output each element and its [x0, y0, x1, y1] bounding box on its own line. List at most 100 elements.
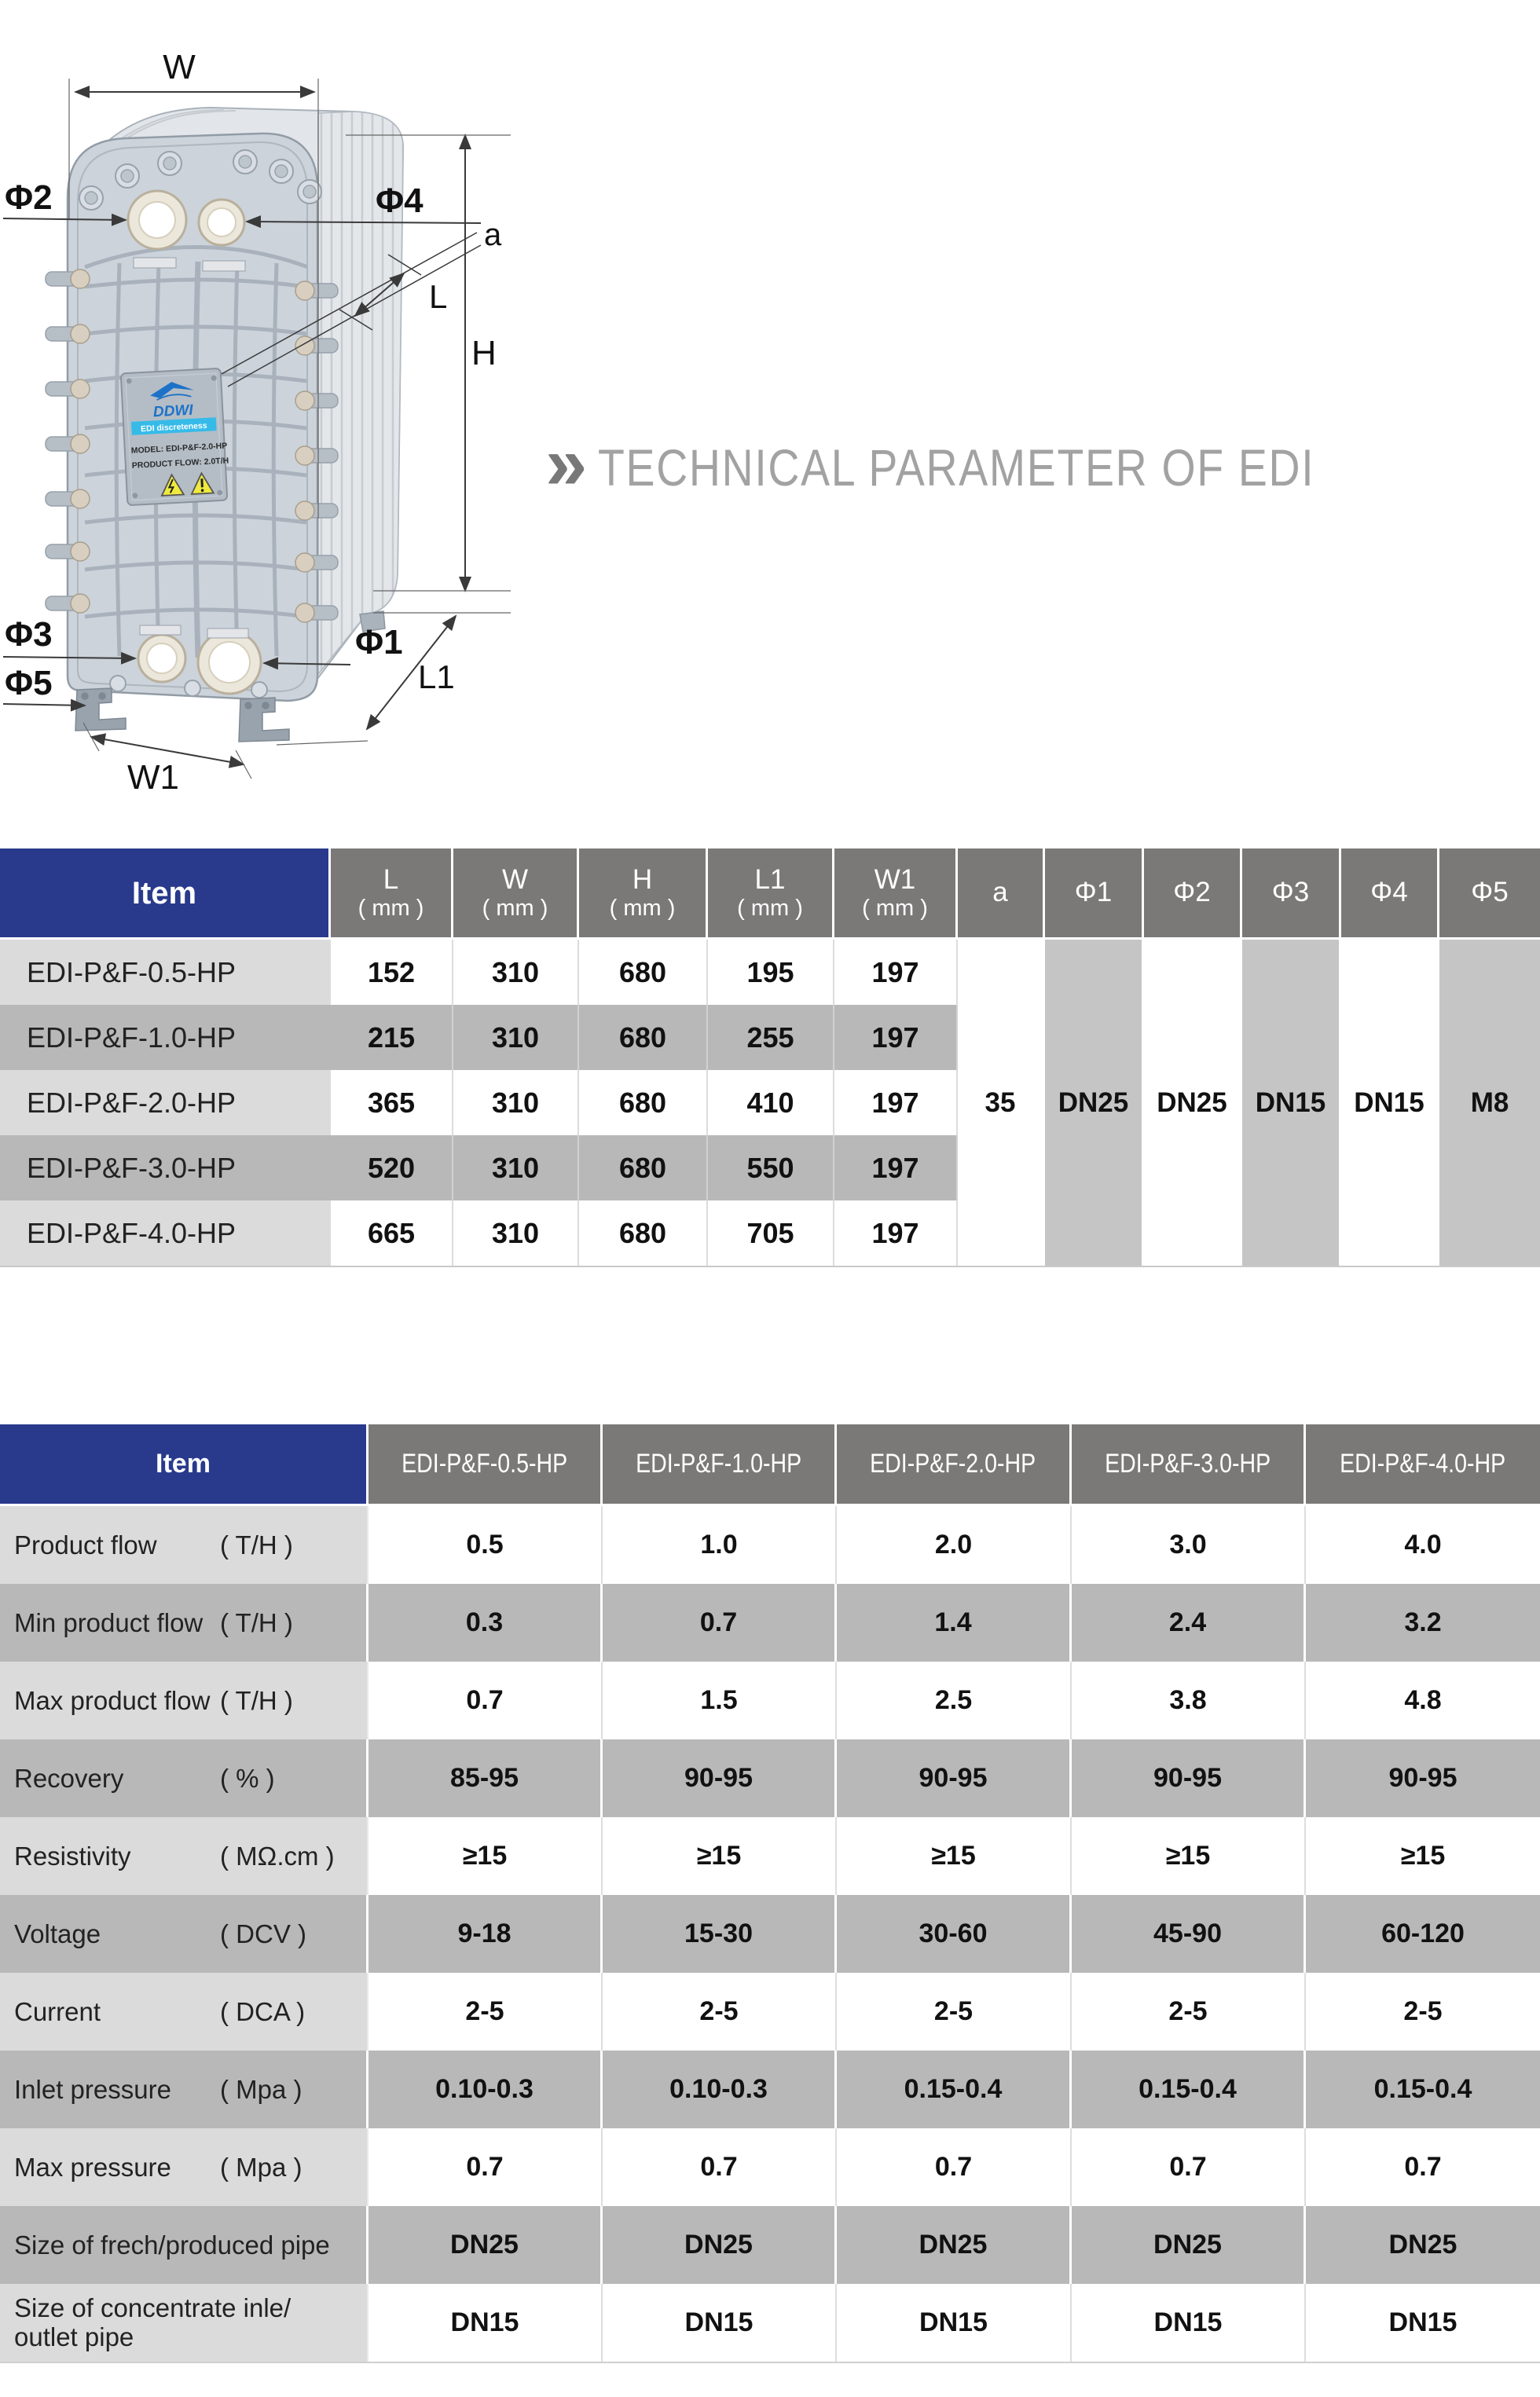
param-value: 90-95: [603, 1739, 837, 1817]
param-row-label: Max pressure( Mpa ): [0, 2128, 368, 2206]
dim-label-phi3: Φ3: [5, 615, 53, 654]
dim-label-phi4: Φ4: [376, 181, 424, 220]
param-value: DN15: [837, 2284, 1072, 2362]
t1-cell: 197: [834, 1135, 958, 1200]
t1-cell: 197: [834, 1200, 958, 1266]
brand-logo-text: DDWI: [152, 402, 193, 421]
t1-cell: 310: [453, 940, 579, 1005]
param-value: ≥15: [603, 1817, 837, 1895]
param-value: 4.8: [1306, 1662, 1540, 1739]
param-value: 1.0: [603, 1506, 837, 1584]
t1-header-w: W( mm ): [453, 848, 579, 940]
param-value: 4.0: [1306, 1506, 1540, 1584]
t1-cell: 680: [579, 1135, 708, 1200]
param-value: DN15: [1072, 2284, 1306, 2362]
t1-merged-phi4: DN15: [1341, 940, 1439, 1266]
t1-row-item: EDI-P&F-3.0-HP: [0, 1135, 331, 1200]
t1-header-phi4: Φ4: [1341, 848, 1439, 940]
t1-header-item: Item: [0, 848, 331, 940]
t1-merged-phi2: DN25: [1144, 940, 1242, 1266]
t1-row-item: EDI-P&F-0.5-HP: [0, 940, 331, 1005]
t2-header-item: Item: [0, 1424, 368, 1506]
nameplate: DDWI EDI discreteness MODEL: EDI-P&F-2.0…: [119, 368, 229, 506]
dim-label-phi2: Φ2: [5, 178, 53, 217]
dim-label-a: a: [484, 218, 502, 252]
param-value: 85-95: [368, 1739, 603, 1817]
param-value: 0.15-0.4: [1306, 2051, 1540, 2128]
param-value: 3.8: [1072, 1662, 1306, 1739]
param-value: DN25: [1306, 2206, 1540, 2284]
t1-cell: 550: [708, 1135, 834, 1200]
param-value: ≥15: [368, 1817, 603, 1895]
tagline-band: [130, 417, 217, 435]
t1-header-w1: W1( mm ): [834, 848, 958, 940]
t1-cell: 255: [708, 1005, 834, 1070]
param-value: 0.10-0.3: [603, 2051, 837, 2128]
param-value: 2.5: [837, 1662, 1072, 1739]
port-phi4: [197, 198, 246, 247]
product-illustration: DDWI EDI discreteness MODEL: EDI-P&F-2.0…: [0, 31, 519, 833]
t1-cell: 197: [834, 1070, 958, 1135]
param-value: 0.15-0.4: [837, 2051, 1072, 2128]
t1-cell: 365: [331, 1070, 453, 1135]
param-value: 2-5: [368, 1973, 603, 2051]
brand-logo-icon: [150, 382, 194, 398]
t1-cell: 152: [331, 940, 453, 1005]
param-value: 0.7: [1306, 2128, 1540, 2206]
param-value: 2.4: [1072, 1584, 1306, 1662]
param-value: 45-90: [1072, 1895, 1306, 1973]
param-value: 60-120: [1306, 1895, 1540, 1973]
param-value: 0.7: [603, 1584, 837, 1662]
t1-row-item: EDI-P&F-1.0-HP: [0, 1005, 331, 1070]
param-value: ≥15: [1306, 1817, 1540, 1895]
t1-merged-a: 35: [958, 940, 1045, 1266]
t2-header-model-0: EDI-P&F-0.5-HP: [368, 1424, 603, 1506]
param-value: 3.2: [1306, 1584, 1540, 1662]
port-tag: [133, 257, 177, 269]
param-value: 0.7: [837, 2128, 1072, 2206]
param-value: DN25: [603, 2206, 837, 2284]
t1-row-item: EDI-P&F-4.0-HP: [0, 1200, 331, 1266]
t1-header-phi5: Φ5: [1439, 848, 1540, 940]
double-chevron-icon: »: [545, 421, 588, 505]
param-value: DN25: [368, 2206, 603, 2284]
dim-label-l1: L1: [418, 658, 455, 695]
param-value: 2-5: [837, 1973, 1072, 2051]
param-value: 1.5: [603, 1662, 837, 1739]
t2-header-model-3: EDI-P&F-3.0-HP: [1072, 1424, 1306, 1506]
param-value: 0.10-0.3: [368, 2051, 603, 2128]
param-value: 90-95: [1306, 1739, 1540, 1817]
t1-header-l: L( mm ): [331, 848, 453, 940]
param-value: DN15: [368, 2284, 603, 2362]
t1-cell: 310: [453, 1200, 579, 1266]
param-row-label: Inlet pressure( Mpa ): [0, 2051, 368, 2128]
t1-cell: 680: [579, 1070, 708, 1135]
t1-row-item: EDI-P&F-2.0-HP: [0, 1070, 331, 1135]
param-value: ≥15: [1072, 1817, 1306, 1895]
dimension-labels: W Φ2 Φ4 a L H Φ3 Φ1 L1 Φ5 W1: [5, 48, 502, 797]
param-value: 0.5: [368, 1506, 603, 1584]
t1-header-h: H( mm ): [579, 848, 708, 940]
t1-header-phi3: Φ3: [1242, 848, 1341, 940]
param-row-label: Current( DCA ): [0, 1973, 368, 2051]
param-value: 2.0: [837, 1506, 1072, 1584]
t1-cell: 665: [331, 1200, 453, 1266]
tagline-text: EDI discreteness: [141, 421, 207, 434]
port-tag: [202, 260, 246, 272]
param-row-label: Min product flow( T/H ): [0, 1584, 368, 1662]
t1-cell: 680: [579, 1200, 708, 1266]
t2-header-model-4: EDI-P&F-4.0-HP: [1306, 1424, 1540, 1506]
param-value: 2-5: [603, 1973, 837, 2051]
param-value: 3.0: [1072, 1506, 1306, 1584]
t1-merged-phi3: DN15: [1242, 940, 1341, 1266]
port-phi2: [126, 189, 188, 251]
t1-cell: 195: [708, 940, 834, 1005]
dim-label-w1: W1: [127, 758, 179, 797]
param-value: 0.7: [368, 2128, 603, 2206]
param-row-label: Product flow( T/H ): [0, 1506, 368, 1584]
param-value: 2-5: [1072, 1973, 1306, 2051]
param-value: DN25: [837, 2206, 1072, 2284]
dim-label-l: L: [429, 278, 447, 315]
param-value: 0.15-0.4: [1072, 2051, 1306, 2128]
param-row-label: Size of concentrate inle/outlet pipe: [0, 2284, 368, 2362]
